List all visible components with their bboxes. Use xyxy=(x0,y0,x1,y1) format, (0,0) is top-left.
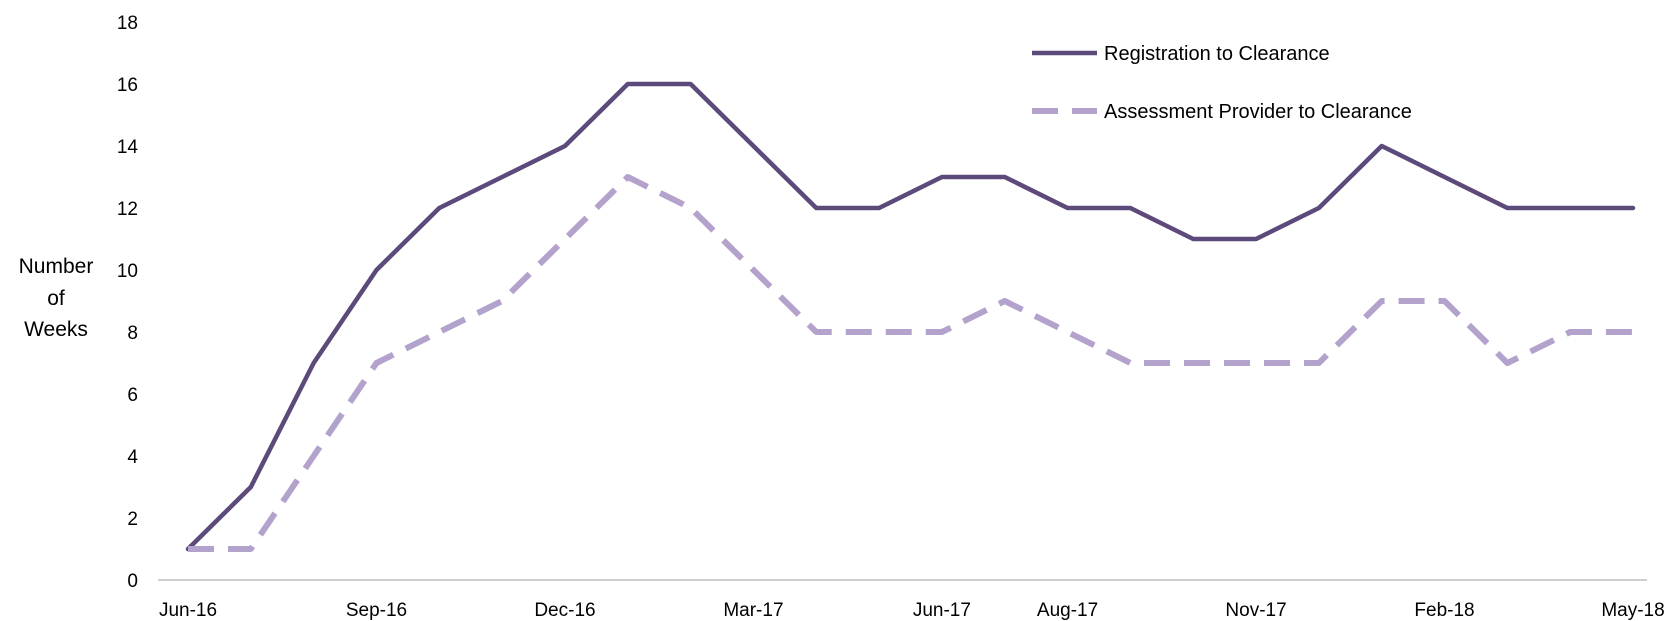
x-axis-ticks: Jun-16 Sep-16 Dec-16 Mar-17 Jun-17 Aug-17 Nov-… xyxy=(159,600,1665,621)
y-tick-label: 2 xyxy=(127,509,138,530)
x-tick-label: Aug-17 xyxy=(1037,600,1098,621)
x-tick-label: Sep-16 xyxy=(346,600,407,621)
series-line-1 xyxy=(188,174,1633,552)
y-tick-label: 16 xyxy=(117,75,138,96)
legend-label-0: Registration to Clearance xyxy=(1104,43,1330,65)
x-tick-label: Nov-17 xyxy=(1225,600,1286,621)
x-tick-label: Mar-17 xyxy=(723,600,783,621)
y-axis-label-line: of xyxy=(47,287,65,310)
x-tick-label: May-18 xyxy=(1601,600,1664,621)
y-axis-label-line: Weeks xyxy=(24,318,88,341)
y-axis-label: Number of Weeks xyxy=(19,255,94,341)
series-lines xyxy=(185,81,1636,552)
x-tick-label: Jun-16 xyxy=(159,600,217,621)
y-axis-label-line: Number xyxy=(19,255,94,278)
y-tick-label: 0 xyxy=(127,571,138,592)
x-tick-label: Jun-17 xyxy=(913,600,971,621)
legend: Registration to Clearance Assessment Prov… xyxy=(1032,43,1412,123)
series-line-0 xyxy=(185,81,1636,552)
y-tick-label: 8 xyxy=(127,323,138,344)
y-axis-ticks: 0 2 4 6 8 10 12 14 16 18 xyxy=(117,13,139,592)
y-tick-label: 14 xyxy=(117,137,139,158)
y-tick-label: 6 xyxy=(127,385,138,406)
y-tick-label: 4 xyxy=(127,447,138,468)
x-tick-label: Feb-18 xyxy=(1414,600,1474,621)
x-tick-label: Dec-16 xyxy=(534,600,595,621)
y-tick-label: 10 xyxy=(117,261,138,282)
legend-label-1: Assessment Provider to Clearance xyxy=(1104,101,1412,123)
y-tick-label: 18 xyxy=(117,13,138,34)
y-tick-label: 12 xyxy=(117,199,138,220)
